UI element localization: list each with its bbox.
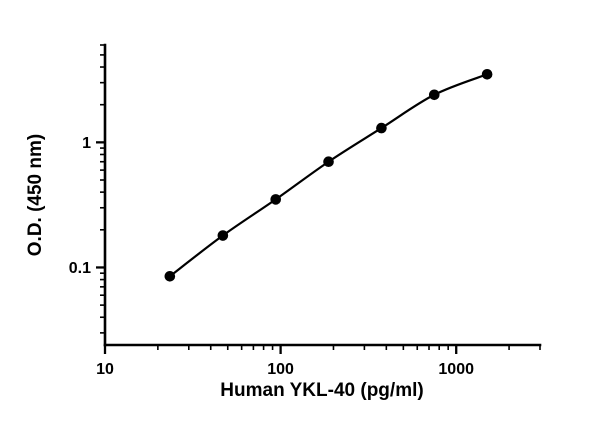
y-tick-label: 0.1 [69,260,91,277]
data-point-marker [217,230,229,241]
tick-labels: 10 100 1000 0.1 1 [69,135,474,378]
data-point-marker [323,156,334,168]
x-tick-label: 10 [96,361,114,378]
x-axis-title: Human YKL-40 (pg/ml) [220,380,424,401]
data-point-marker [164,270,176,282]
y-tick-label: 1 [82,135,91,152]
series-standard-curve [164,68,493,282]
data-point-marker [376,122,387,134]
ticks [96,44,541,354]
data-point-marker [270,194,282,205]
data-point-marker [428,89,440,101]
y-axis-title: O.D. (450 nm) [25,133,46,257]
fit-curve [169,73,488,278]
x-tick-label: 100 [267,361,294,378]
axes [103,43,542,347]
data-point-marker [481,68,493,80]
x-tick-label: 1000 [438,361,474,378]
